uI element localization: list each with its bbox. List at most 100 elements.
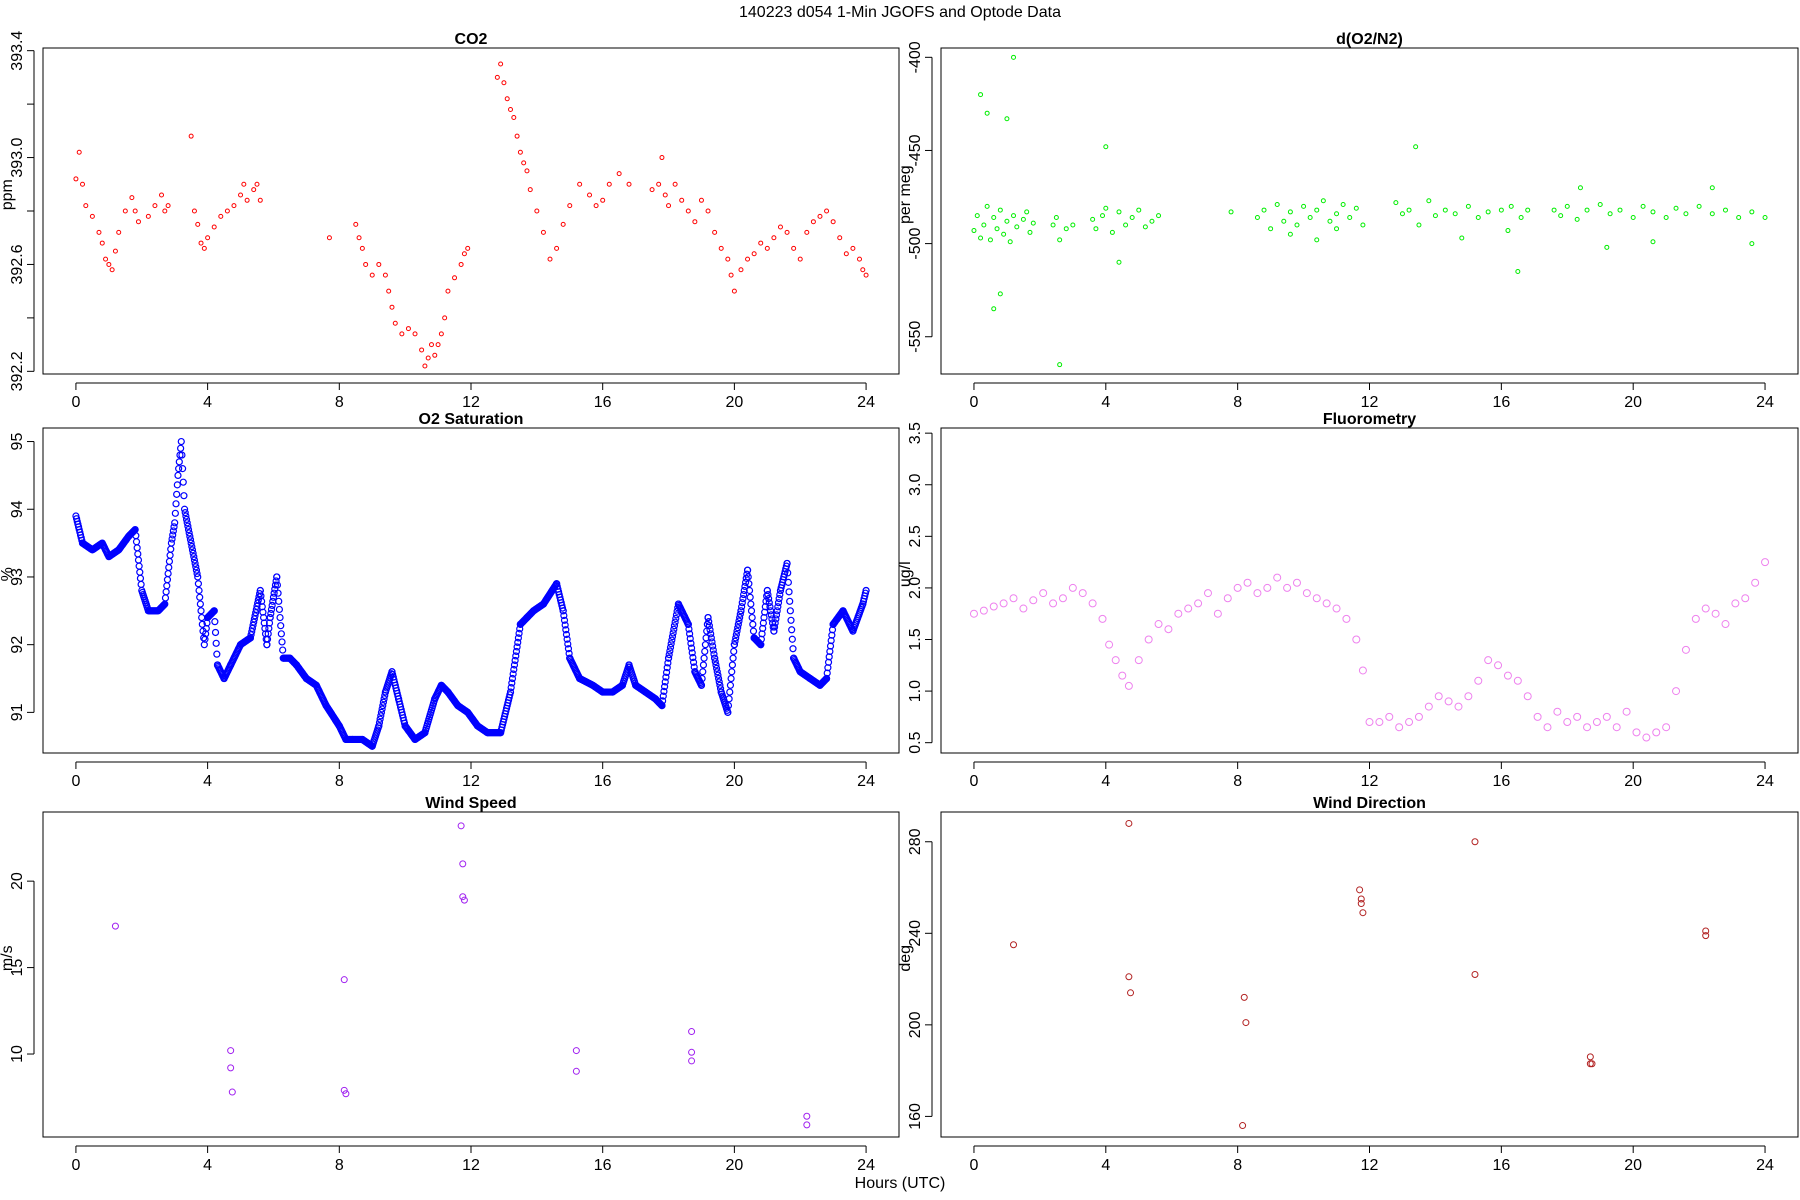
x-tick-label: 16 <box>594 1157 612 1174</box>
data-point <box>452 275 458 281</box>
data-point <box>514 638 522 647</box>
data-point <box>1494 661 1503 670</box>
data-point <box>1761 558 1770 567</box>
data-point <box>688 1048 696 1056</box>
data-point <box>725 695 733 703</box>
data-point <box>710 650 718 658</box>
data-point <box>198 240 204 246</box>
plot-frame <box>42 811 900 1138</box>
data-point <box>1020 216 1026 222</box>
data-point <box>1416 222 1422 228</box>
panel-title: Wind Direction <box>1313 795 1426 812</box>
x-tick-label: 8 <box>335 773 344 790</box>
data-point <box>706 626 714 634</box>
data-marks <box>73 61 869 369</box>
y-tick-label: 280 <box>907 828 924 855</box>
data-point <box>837 235 843 241</box>
data-point <box>1342 614 1351 623</box>
data-point <box>765 595 773 603</box>
data-point <box>191 559 199 568</box>
data-point <box>80 181 86 187</box>
x-tick-label: 8 <box>1233 1157 1242 1174</box>
data-point <box>267 605 276 614</box>
data-point <box>1454 702 1463 711</box>
data-point <box>671 618 679 626</box>
data-point <box>1498 207 1504 213</box>
data-point <box>1597 201 1603 207</box>
data-point <box>1543 723 1552 732</box>
data-point <box>1359 909 1367 917</box>
data-point <box>379 698 388 706</box>
data-point <box>711 654 719 662</box>
data-point <box>1098 614 1107 623</box>
x-tick-label: 12 <box>1361 1157 1379 1174</box>
data-point <box>649 187 655 193</box>
data-point <box>1485 209 1491 215</box>
data-point <box>231 203 237 209</box>
data-point <box>273 573 281 581</box>
data-point <box>189 549 197 557</box>
data-point <box>1683 211 1689 217</box>
data-point <box>1751 578 1760 587</box>
data-marks <box>971 54 1768 368</box>
data-point <box>527 187 533 193</box>
data-point <box>708 638 716 646</box>
data-point <box>96 229 102 235</box>
data-point <box>438 331 444 337</box>
data-point <box>1332 604 1341 613</box>
x-tick-label: 8 <box>335 1157 344 1174</box>
data-point <box>547 256 553 262</box>
data-point <box>363 261 369 267</box>
data-point <box>738 267 744 273</box>
data-point <box>705 618 713 626</box>
data-point <box>1327 218 1333 224</box>
data-point <box>422 363 428 369</box>
data-point <box>1642 733 1651 742</box>
data-point <box>76 149 82 155</box>
data-point <box>670 625 678 633</box>
data-point <box>667 640 675 648</box>
data-point <box>274 589 282 597</box>
data-point <box>180 492 188 500</box>
data-point <box>1027 229 1033 235</box>
data-point <box>688 649 696 657</box>
data-point <box>275 605 283 614</box>
data-point <box>272 577 280 585</box>
data-point <box>698 674 706 683</box>
data-point <box>1194 599 1203 608</box>
x-tick-label: 8 <box>1233 773 1242 790</box>
data-point <box>666 647 674 655</box>
data-point <box>791 245 797 251</box>
data-point <box>326 235 332 241</box>
data-point <box>1584 207 1590 213</box>
data-point <box>172 500 180 508</box>
data-point <box>1125 819 1133 827</box>
y-tick-label: 160 <box>907 1103 924 1130</box>
data-point <box>212 639 220 647</box>
x-tick-label: 20 <box>725 1157 743 1174</box>
data-point <box>1749 209 1755 215</box>
data-point <box>1762 215 1768 221</box>
data-point <box>198 620 206 628</box>
data-point <box>419 347 425 353</box>
y-axis-label: m/s <box>0 945 16 971</box>
data-point <box>981 222 987 228</box>
data-point <box>810 219 816 225</box>
x-tick-label: 0 <box>71 773 80 790</box>
data-point <box>803 1112 811 1120</box>
data-point <box>1314 237 1320 243</box>
data-point <box>109 267 115 273</box>
data-point <box>195 586 203 595</box>
data-point <box>718 245 724 251</box>
data-point <box>740 590 748 599</box>
data-point <box>73 176 79 182</box>
data-point <box>432 352 438 358</box>
data-point <box>689 658 698 666</box>
data-point <box>162 208 168 214</box>
data-point <box>200 634 208 642</box>
data-point <box>1395 723 1404 732</box>
data-point <box>979 606 988 615</box>
data-point <box>734 620 742 628</box>
data-point <box>1116 209 1122 215</box>
data-point <box>1124 681 1133 690</box>
